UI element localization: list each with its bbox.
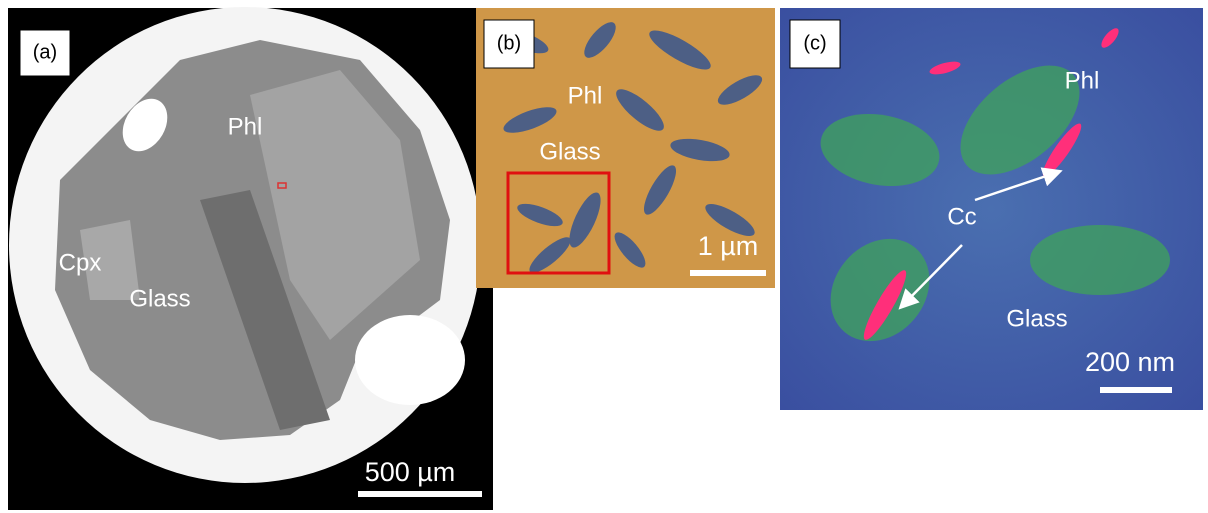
- annotation: Glass: [539, 138, 600, 165]
- scale-bar-label: 500 µm: [365, 457, 456, 487]
- annotation: Glass: [1006, 305, 1067, 332]
- panel-a: (a) Phl Cpx Glass 500 µm: [8, 7, 493, 510]
- annotation: Cc: [947, 203, 976, 230]
- annotation: Phl: [228, 113, 263, 140]
- scale-bar-label: 1 µm: [698, 231, 759, 261]
- annotation: Cpx: [59, 249, 102, 276]
- annotation: Glass: [129, 285, 190, 312]
- panel-b: (b) Phl Glass 1 µm: [476, 8, 775, 288]
- scale-bar-label: 200 nm: [1085, 347, 1175, 377]
- scale-bar: [1100, 387, 1172, 393]
- notch: [355, 315, 465, 405]
- annotation: Phl: [568, 82, 603, 109]
- panel-label: (b): [497, 32, 521, 54]
- panel-c: (c) Phl Cc Glass 200 nm: [780, 8, 1203, 410]
- panel-label: (a): [33, 41, 57, 63]
- scale-bar: [690, 270, 766, 276]
- figure: (a) Phl Cpx Glass 500 µm (b) Phl Glass: [0, 0, 1208, 513]
- annotation: Phl: [1065, 67, 1100, 94]
- scale-bar: [358, 491, 482, 497]
- panel-label: (c): [803, 32, 826, 54]
